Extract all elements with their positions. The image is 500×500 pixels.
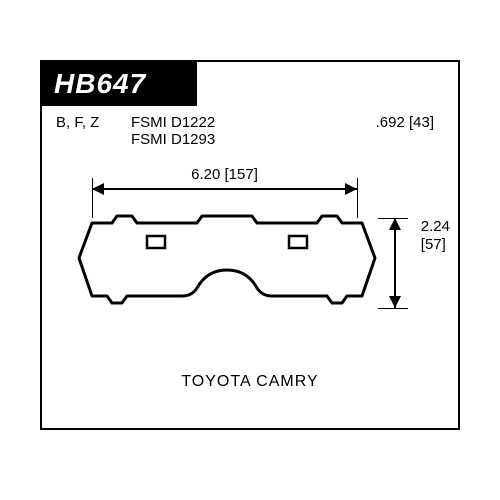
thickness-mm: 43: [413, 114, 430, 131]
height-in: 2.24: [421, 218, 450, 236]
thickness-spec: .692 [43]: [291, 114, 444, 148]
diagram-area: 6.20 [157] 2.24 [57]: [42, 158, 458, 358]
width-arrow: [92, 188, 357, 190]
height-mm: 57: [425, 236, 442, 253]
brake-pad-outline: [77, 208, 377, 318]
thickness-in: .692: [376, 114, 405, 131]
fsmi-code-2: FSMI D1293: [131, 131, 291, 148]
part-number-header: HB647: [42, 62, 197, 106]
compounds: B, F, Z: [56, 114, 131, 148]
height-mm-wrap: [57]: [421, 236, 450, 254]
height-extension-bottom: [378, 308, 408, 309]
vehicle-label: TOYOTA CAMRY: [42, 373, 458, 391]
height-arrow: [394, 218, 396, 308]
part-number: HB647: [54, 68, 146, 99]
height-dimension-label: 2.24 [57]: [421, 218, 450, 254]
fsmi-codes: FSMI D1222 FSMI D1293: [131, 114, 291, 148]
spec-row: B, F, Z FSMI D1222 FSMI D1293 .692 [43]: [42, 106, 458, 148]
width-in: 6.20: [191, 166, 220, 183]
width-dimension-label: 6.20 [157]: [92, 166, 357, 183]
spec-card: HB647 B, F, Z FSMI D1222 FSMI D1293 .692…: [40, 60, 460, 430]
width-mm: 157: [229, 166, 254, 183]
fsmi-code-1: FSMI D1222: [131, 114, 291, 131]
